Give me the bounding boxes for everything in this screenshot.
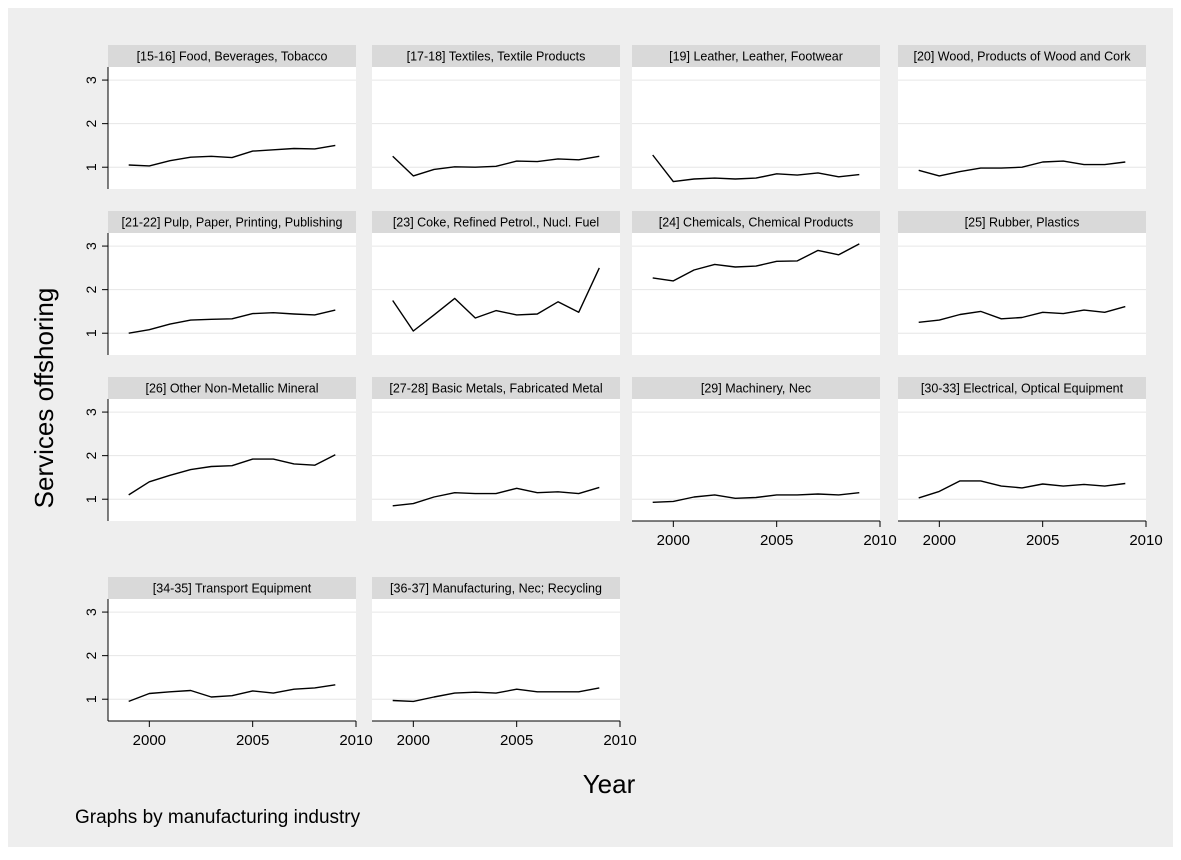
panel-plot-area — [372, 67, 620, 189]
panel-plot-area — [632, 233, 880, 355]
y-axis-label: Services offshoring — [29, 288, 59, 509]
panel: [15-16] Food, Beverages, Tobacco 1 2 3 — [83, 45, 356, 189]
panel-plot-area — [108, 399, 356, 521]
y-tick-label: 1 — [83, 695, 99, 703]
panel-title: [26] Other Non-Metallic Mineral — [146, 382, 319, 396]
panel: [21-22] Pulp, Paper, Printing, Publishin… — [83, 211, 356, 355]
x-tick-label: 2010 — [1129, 532, 1162, 549]
figure-note: Graphs by manufacturing industry — [75, 807, 361, 828]
panel-title: [30-33] Electrical, Optical Equipment — [921, 382, 1124, 396]
panel-plot-area — [372, 599, 620, 721]
y-tick-label: 1 — [83, 495, 99, 503]
x-tick-label: 2000 — [923, 532, 956, 549]
x-tick-label: 2000 — [133, 732, 166, 749]
panel: [20] Wood, Products of Wood and Cork — [898, 45, 1146, 189]
panel-title: [19] Leather, Leather, Footwear — [669, 50, 843, 64]
panel: [27-28] Basic Metals, Fabricated Metal — [372, 377, 620, 521]
panel-plot-area — [632, 399, 880, 521]
panel-plot-area — [898, 399, 1146, 521]
panel: [25] Rubber, Plastics — [898, 211, 1146, 355]
x-tick-label: 2010 — [863, 532, 896, 549]
panel-title: [24] Chemicals, Chemical Products — [659, 216, 854, 230]
panel-plot-area — [898, 67, 1146, 189]
panel-plot-area — [898, 233, 1146, 355]
x-tick-label: 2005 — [760, 532, 793, 549]
panel-plot-area — [108, 599, 356, 721]
y-tick-label: 2 — [83, 286, 99, 294]
y-tick-label: 3 — [83, 408, 99, 416]
panel-plot-area — [108, 67, 356, 189]
x-axis-label: Year — [583, 769, 636, 799]
panel-plot-area — [372, 233, 620, 355]
x-tick-label: 2010 — [339, 732, 372, 749]
panel: [17-18] Textiles, Textile Products — [372, 45, 620, 189]
x-tick-label: 2005 — [236, 732, 269, 749]
panel-title: [21-22] Pulp, Paper, Printing, Publishin… — [122, 216, 343, 230]
panel-plot-area — [108, 233, 356, 355]
panel: [26] Other Non-Metallic Mineral 1 2 3 — [83, 377, 356, 521]
panel-title: [15-16] Food, Beverages, Tobacco — [137, 50, 328, 64]
x-tick-label: 2005 — [1026, 532, 1059, 549]
panel-title: [25] Rubber, Plastics — [965, 216, 1080, 230]
panel: [24] Chemicals, Chemical Products — [632, 211, 880, 355]
y-tick-label: 3 — [83, 242, 99, 250]
panel-title: [29] Machinery, Nec — [701, 382, 811, 396]
panel: [23] Coke, Refined Petrol., Nucl. Fuel — [372, 211, 620, 355]
y-tick-label: 1 — [83, 329, 99, 337]
panel-title: [27-28] Basic Metals, Fabricated Metal — [389, 382, 602, 396]
panel-title: [34-35] Transport Equipment — [153, 582, 312, 596]
y-tick-label: 2 — [83, 652, 99, 660]
y-tick-label: 3 — [83, 608, 99, 616]
y-tick-label: 2 — [83, 452, 99, 460]
panel: [19] Leather, Leather, Footwear — [632, 45, 880, 189]
panel-title: [36-37] Manufacturing, Nec; Recycling — [390, 582, 602, 596]
x-tick-label: 2010 — [603, 732, 636, 749]
x-tick-label: 2000 — [657, 532, 690, 549]
x-tick-label: 2005 — [500, 732, 533, 749]
panel-plot-area — [372, 399, 620, 521]
panel-title: [20] Wood, Products of Wood and Cork — [913, 50, 1131, 64]
panel-title: [23] Coke, Refined Petrol., Nucl. Fuel — [393, 216, 599, 230]
x-tick-label: 2000 — [397, 732, 430, 749]
y-tick-label: 3 — [83, 76, 99, 84]
panel-title: [17-18] Textiles, Textile Products — [407, 50, 586, 64]
y-tick-label: 1 — [83, 163, 99, 171]
y-tick-label: 2 — [83, 120, 99, 128]
panel-plot-area — [632, 67, 880, 189]
